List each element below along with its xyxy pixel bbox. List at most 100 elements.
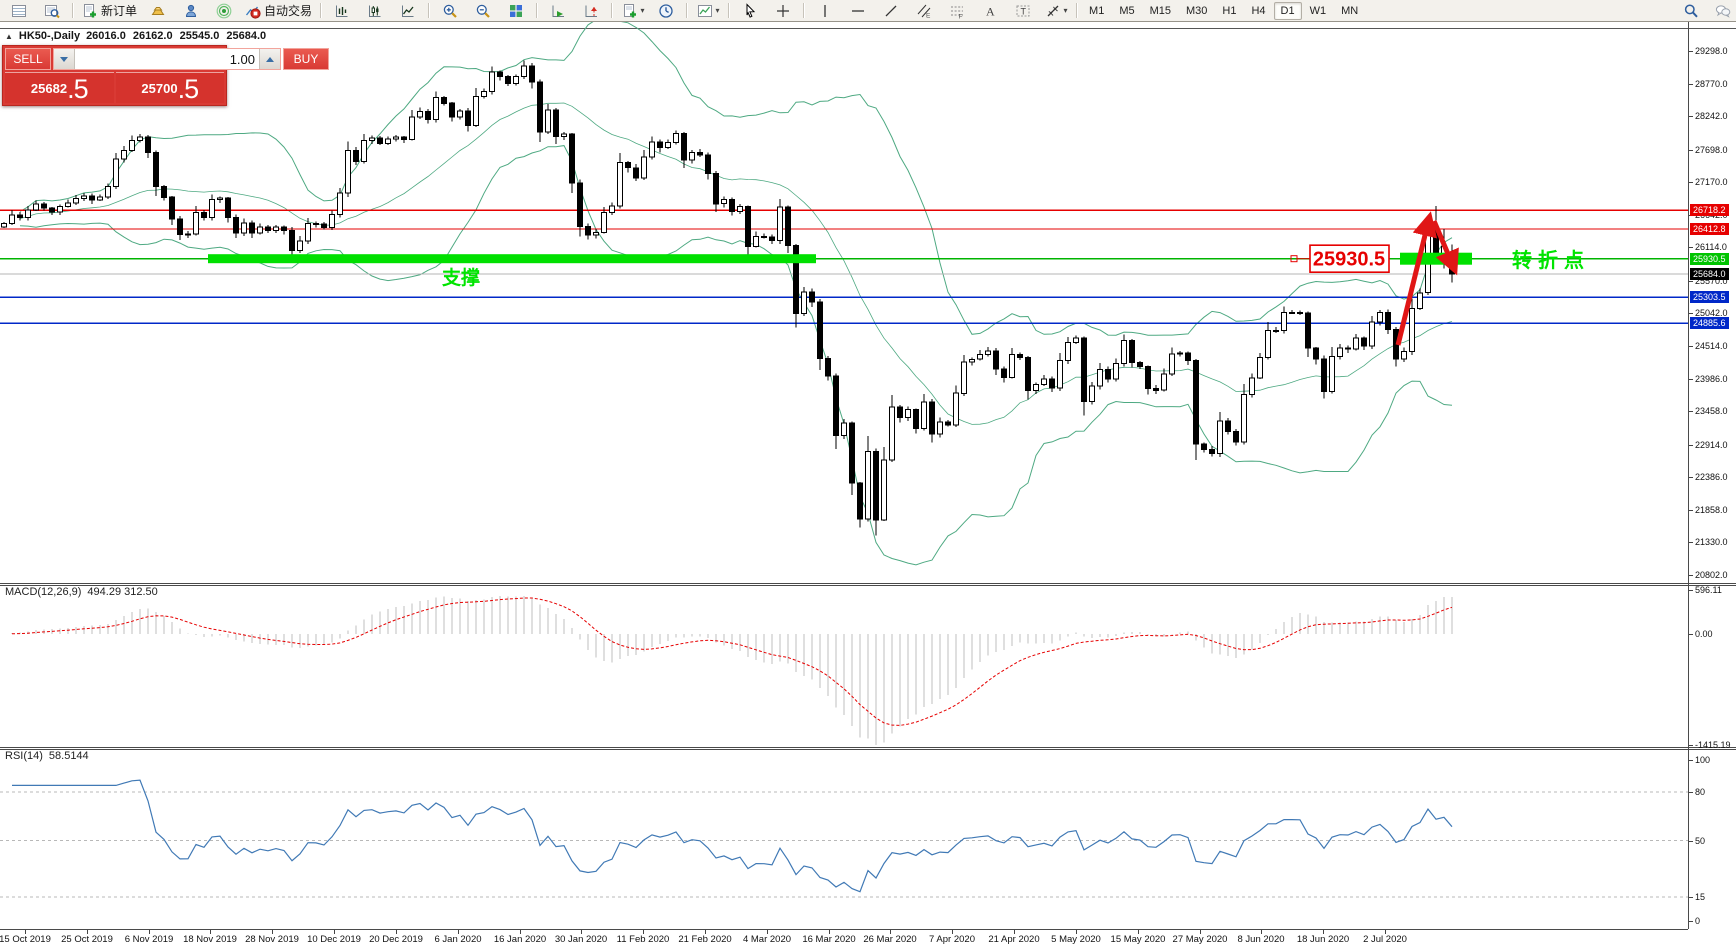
svg-text:T: T	[1021, 6, 1027, 16]
arrows-tool-button[interactable]: ▾	[1040, 0, 1072, 21]
toolbar-separator	[686, 3, 689, 18]
price-tag-25684.0: 25684.0	[1690, 268, 1729, 280]
tile-windows-button[interactable]	[500, 0, 532, 21]
timeframe-m5[interactable]: M5	[1119, 4, 1135, 17]
zoom-out-icon	[476, 4, 490, 18]
symbol-period-label: HK50-,Daily	[18, 30, 81, 42]
timeframe-w1[interactable]: W1	[1309, 4, 1327, 17]
candlestick-type-button[interactable]	[359, 0, 391, 21]
date-label: 15 Oct 2019	[0, 934, 51, 945]
macd-pane-canvas[interactable]	[0, 583, 1688, 747]
buy-button[interactable]: BUY	[283, 48, 329, 70]
timeframe-m1[interactable]: M1	[1089, 4, 1105, 17]
price-tag-26412.8: 26412.8	[1690, 223, 1729, 235]
period-button[interactable]	[650, 0, 682, 21]
vertical-line-tool-button[interactable]	[809, 0, 841, 21]
bollinger-bands	[19, 22, 1453, 566]
market-watch-icon	[12, 4, 26, 17]
buy-price-main: 25700	[141, 81, 178, 96]
horizontal-line-tool-button[interactable]	[842, 0, 874, 21]
timeframe-h4[interactable]: H4	[1251, 4, 1266, 17]
volume-down-button[interactable]	[54, 49, 75, 69]
rsi-line	[12, 779, 1453, 893]
rsi-scale-tick: 100	[1689, 755, 1710, 766]
profiles-icon	[697, 4, 712, 17]
timeframe-group: M1 M5 M15 M30 H1 H4 D1 W1 MN	[1082, 1, 1365, 20]
text-tool-button[interactable]: A	[974, 0, 1006, 21]
trend-arrows	[1395, 211, 1459, 346]
timeframe-d1[interactable]: D1	[1273, 1, 1302, 20]
volume-up-button[interactable]	[259, 49, 280, 69]
fibonacci-tool-button[interactable]: F	[941, 0, 973, 21]
macd-scale-tick: -1415.19	[1689, 740, 1731, 751]
date-tick	[1076, 930, 1077, 934]
date-tick	[952, 930, 953, 934]
fibonacci-icon: F	[951, 6, 964, 19]
timeframe-m30[interactable]: M30	[1186, 4, 1208, 17]
pane-separator[interactable]	[0, 747, 1736, 750]
expert-advisors-button[interactable]	[175, 0, 207, 21]
sell-price[interactable]: 25682.5	[5, 72, 114, 103]
new-chart-button[interactable]: ▾	[617, 0, 649, 21]
main-chart-canvas[interactable]: 25930.5 支撑 转折点	[0, 22, 1688, 583]
cursor-tool-button[interactable]	[734, 0, 766, 21]
timeframe-m15[interactable]: M15	[1149, 4, 1171, 17]
triangle-up-icon	[266, 56, 274, 62]
rsi-scale-tick: 80	[1689, 787, 1705, 798]
level-callout: 25930.5	[1290, 244, 1390, 273]
date-label: 4 Mar 2020	[742, 934, 792, 945]
candlestick-icon	[369, 5, 381, 17]
equidistant-channel-icon: E	[917, 4, 931, 19]
search-button[interactable]	[1675, 0, 1707, 21]
buy-price[interactable]: 25700.5	[115, 72, 224, 103]
channel-tool-button[interactable]: E	[908, 0, 940, 21]
sell-price-main: 25682	[30, 81, 68, 96]
trendline-icon	[885, 5, 897, 16]
price-scale[interactable]: 29298.028770.028242.027698.027170.026642…	[1688, 22, 1736, 929]
text-icon: A	[986, 4, 995, 18]
rsi-scale-tick: 50	[1689, 836, 1705, 847]
volume-input[interactable]	[75, 49, 259, 69]
price-scale-tick: 22386.0	[1689, 472, 1728, 483]
date-label: 8 Jun 2020	[1237, 934, 1285, 945]
pane-separator[interactable]	[0, 583, 1736, 586]
profiles-button[interactable]: ▾	[692, 0, 724, 21]
zoom-in-button[interactable]	[434, 0, 466, 21]
deposit-button[interactable]	[142, 0, 174, 21]
date-label: 21 Feb 2020	[678, 934, 732, 945]
line-chart-type-button[interactable]	[392, 0, 424, 21]
date-tick	[1200, 930, 1201, 934]
chart-symbol-header: ▲ HK50-,Daily 26016.0 26162.0 25545.0 25…	[5, 30, 266, 42]
auto-trading-button[interactable]: 自动交易	[241, 0, 316, 21]
signals-button[interactable]	[208, 0, 240, 21]
bar-chart-type-button[interactable]	[326, 0, 358, 21]
timeframe-h1[interactable]: H1	[1222, 4, 1237, 17]
new-order-button[interactable]: 新订单	[78, 0, 141, 21]
date-axis[interactable]: 15 Oct 2019 25 Oct 2019 6 Nov 2019 18 Nov 2…	[0, 929, 1688, 945]
toolbar-separator	[803, 3, 806, 18]
new-order-label: 新订单	[101, 4, 138, 18]
triangle-down-icon	[60, 56, 68, 62]
auto-trading-icon	[245, 6, 261, 19]
data-window-button[interactable]	[36, 0, 68, 21]
crosshair-tool-button[interactable]	[767, 0, 799, 21]
price-scale-tick: 22914.0	[1689, 440, 1728, 451]
vertical-line-icon	[824, 4, 826, 17]
label-tool-button[interactable]: T	[1007, 0, 1039, 21]
collapse-panel-icon[interactable]: ▲	[5, 31, 13, 41]
candles	[1, 60, 1455, 536]
trendline-tool-button[interactable]	[875, 0, 907, 21]
market-watch-button[interactable]	[3, 0, 35, 21]
dropdown-caret-icon: ▾	[640, 5, 645, 15]
toolbar-separator	[72, 3, 74, 18]
timeframe-mn[interactable]: MN	[1341, 4, 1359, 17]
rsi-name: RSI(14)	[5, 750, 43, 762]
date-tick	[643, 930, 644, 934]
sell-button[interactable]: SELL	[5, 48, 51, 70]
chat-button[interactable]	[1707, 0, 1736, 21]
price-tag-25930.5: 25930.5	[1690, 253, 1729, 265]
auto-scroll-button[interactable]	[542, 0, 574, 21]
rsi-pane-canvas[interactable]	[0, 747, 1688, 929]
chart-shift-button[interactable]	[575, 0, 607, 21]
zoom-out-button[interactable]	[467, 0, 499, 21]
